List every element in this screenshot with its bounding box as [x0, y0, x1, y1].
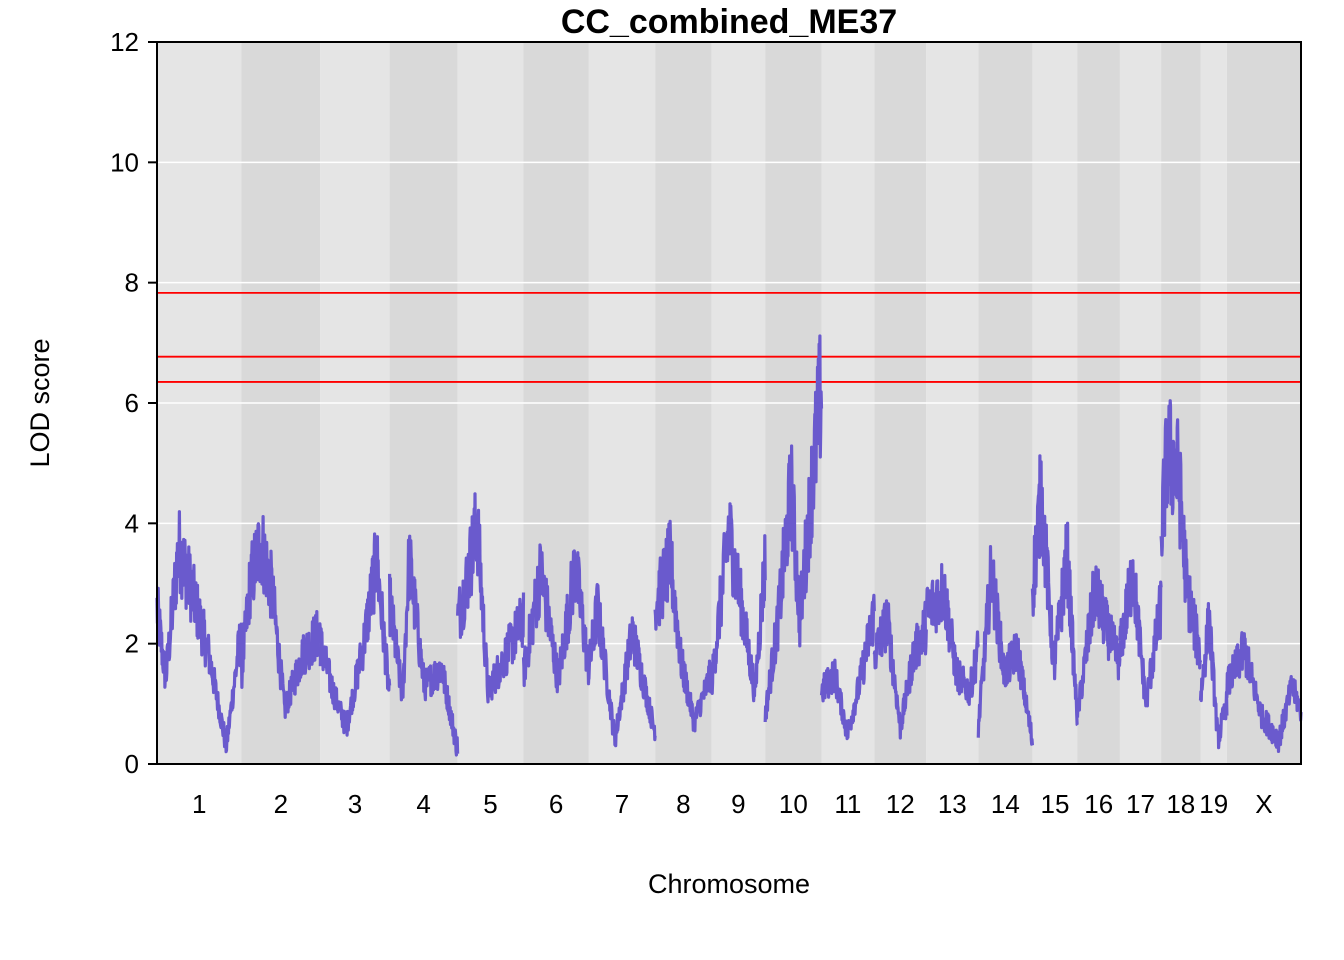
lod-line-chr-8 — [653, 519, 714, 733]
chart-title: CC_combined_ME37 — [561, 3, 897, 41]
y-tick-label-8: 8 — [125, 268, 139, 298]
lod-line-chr-5 — [456, 492, 526, 704]
y-tick-label-12: 12 — [110, 27, 139, 57]
y-gridlines — [157, 161, 1301, 645]
x-tick-label-chr-10: 10 — [779, 789, 808, 819]
x-tick-label-chr-4: 4 — [416, 789, 430, 819]
y-tick-label-4: 4 — [125, 508, 139, 538]
x-tick-label-chr-9: 9 — [731, 789, 745, 819]
y-tick-label-2: 2 — [125, 629, 139, 659]
y-tick-label-6: 6 — [125, 388, 139, 418]
x-tick-label-chr-16: 16 — [1084, 789, 1113, 819]
x-tick-label-chr-12: 12 — [886, 789, 915, 819]
x-tick-label-chr-3: 3 — [348, 789, 362, 819]
lod-line-chr-18 — [1159, 399, 1203, 670]
x-tick-label-chr-18: 18 — [1166, 789, 1195, 819]
x-tick-label-chr-5: 5 — [483, 789, 497, 819]
y-tick-label-10: 10 — [110, 147, 139, 177]
x-tick-label-chr-17: 17 — [1126, 789, 1155, 819]
lod-line-chr-12 — [872, 599, 928, 740]
x-tick-label-chr-6: 6 — [549, 789, 563, 819]
lod-line-chr-15 — [1030, 454, 1079, 727]
x-tick-label-chr-X: X — [1255, 789, 1272, 819]
lod-line-chr-6 — [521, 543, 591, 694]
threshold-lines — [157, 291, 1301, 383]
lod-line-chr-7 — [587, 583, 657, 748]
lod-line-chr-13 — [924, 563, 980, 706]
lod-line-chr-14 — [976, 545, 1034, 746]
x-tick-label-chr-15: 15 — [1040, 789, 1069, 819]
x-axis: 1 2 3 4 5 6 7 8 9 10 11 12 13 14 15 16 17 18 19 X — [192, 789, 1273, 819]
y-axis-label: LOD score — [25, 338, 55, 467]
lod-line-chr-19 — [1198, 602, 1229, 750]
x-tick-label-chr-19: 19 — [1199, 789, 1228, 819]
y-axis: 0 2 4 6 8 10 12 — [110, 27, 158, 779]
x-tick-label-chr-7: 7 — [615, 789, 629, 819]
lod-line-chr-9 — [709, 502, 767, 703]
lod-line-chr-X — [1225, 631, 1303, 753]
y-tick-label-0: 0 — [125, 749, 139, 779]
x-tick-label-chr-1: 1 — [192, 789, 206, 819]
lod-line-chr-17 — [1118, 559, 1163, 708]
x-tick-label-chr-2: 2 — [274, 789, 288, 819]
lod-line-chr-2 — [239, 515, 322, 719]
lod-line-chr-10 — [763, 334, 824, 723]
x-tick-label-chr-13: 13 — [938, 789, 967, 819]
lod-line-chr-3 — [318, 532, 392, 737]
lod-series — [155, 334, 1303, 757]
lod-line-chr-4 — [388, 534, 460, 757]
x-tick-label-chr-8: 8 — [676, 789, 690, 819]
x-tick-label-chr-11: 11 — [834, 789, 861, 819]
lod-line-chr-16 — [1075, 565, 1122, 718]
lod-line-chr-1 — [155, 510, 244, 754]
x-axis-label: Chromosome — [648, 869, 810, 899]
x-tick-label-chr-14: 14 — [991, 789, 1020, 819]
lod-line-chr-11 — [819, 593, 876, 741]
